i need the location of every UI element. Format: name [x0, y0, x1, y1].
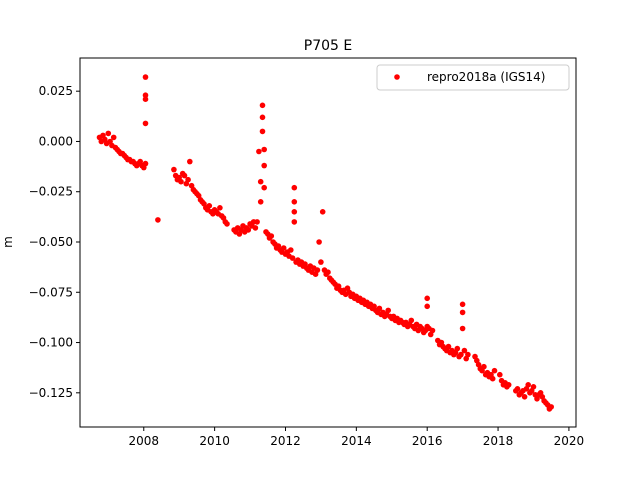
y-tick-label: 0.025 [39, 84, 73, 98]
data-point [171, 166, 177, 173]
data-point [514, 386, 521, 392]
data-point [376, 305, 383, 312]
data-point [259, 128, 266, 135]
data-point [291, 199, 298, 205]
data-point [110, 134, 117, 141]
legend-label: repro2018a (IGS14) [427, 70, 545, 84]
data-point [521, 394, 528, 400]
x-tick-label: 2012 [270, 434, 301, 448]
data-point [280, 245, 287, 251]
data-point [291, 219, 298, 225]
data-point [245, 227, 252, 233]
x-tick-label: 2020 [554, 434, 585, 448]
data-point [268, 233, 275, 239]
data-point [291, 184, 298, 191]
legend-box [376, 64, 570, 91]
data-point [325, 269, 331, 276]
y-tick-label: −0.025 [29, 185, 73, 199]
data-point [491, 367, 498, 374]
data-point [155, 217, 161, 223]
legend-marker [394, 74, 400, 80]
data-point [385, 307, 392, 314]
data-point [497, 371, 503, 378]
data-point [505, 382, 512, 388]
x-tick-label: 2018 [483, 434, 514, 448]
data-point [261, 146, 268, 153]
data-point [254, 219, 260, 225]
y-tick-label: −0.050 [29, 235, 73, 249]
x-tick-label: 2014 [341, 434, 372, 448]
data-point [288, 247, 294, 253]
data-point [316, 239, 322, 245]
points-layer [96, 74, 554, 412]
y-axis-label: m [1, 236, 15, 248]
data-point [429, 327, 436, 334]
y-axis-ticks: 0.025 0.000 −0.025 −0.050 −0.075 −0.100 −0.125 [29, 84, 80, 400]
data-point [459, 309, 466, 316]
data-point [319, 209, 326, 215]
data-point [261, 162, 268, 169]
x-tick-label: 2016 [412, 434, 443, 448]
data-point [142, 92, 149, 98]
data-point [261, 184, 268, 191]
data-point [142, 120, 149, 127]
x-axis-ticks: 2008 2010 2012 2014 2016 2018 2020 [128, 427, 584, 448]
data-point [206, 203, 213, 209]
data-point [178, 178, 184, 185]
data-point [454, 345, 461, 352]
legend: repro2018a (IGS14) [376, 64, 570, 91]
data-point [187, 158, 193, 165]
data-point [459, 325, 466, 332]
data-point [424, 303, 431, 310]
data-point [459, 301, 466, 308]
data-point [217, 205, 223, 211]
data-point [259, 102, 266, 109]
data-point [257, 178, 264, 185]
data-point [408, 317, 415, 324]
data-point [461, 347, 468, 354]
data-point [291, 209, 298, 215]
plot-area-frame [79, 57, 577, 428]
data-point [289, 255, 296, 261]
data-point [458, 351, 464, 358]
data-point [142, 74, 149, 80]
data-point [481, 363, 487, 370]
data-point [185, 176, 191, 183]
y-tick-label: −0.075 [29, 285, 73, 299]
x-tick-label: 2010 [199, 434, 230, 448]
data-point [181, 172, 188, 179]
data-point [525, 382, 531, 388]
y-tick-label: −0.100 [29, 336, 73, 350]
data-point [314, 267, 321, 273]
data-point [142, 160, 149, 167]
data-point [424, 295, 431, 302]
data-point [142, 96, 149, 102]
x-tick-label: 2008 [128, 434, 159, 448]
data-point [256, 148, 262, 155]
y-tick-label: 0.000 [39, 134, 73, 148]
data-point [252, 225, 259, 231]
data-point [530, 384, 537, 390]
data-point [465, 351, 471, 358]
data-point [318, 259, 324, 265]
data-point [257, 199, 264, 205]
chart-title: P705 E [304, 38, 352, 54]
data-point [489, 375, 496, 382]
data-point [548, 404, 554, 410]
data-point [105, 130, 112, 137]
data-point [259, 114, 266, 121]
data-point [445, 343, 452, 350]
y-tick-label: −0.125 [29, 386, 73, 400]
data-point [224, 221, 230, 227]
